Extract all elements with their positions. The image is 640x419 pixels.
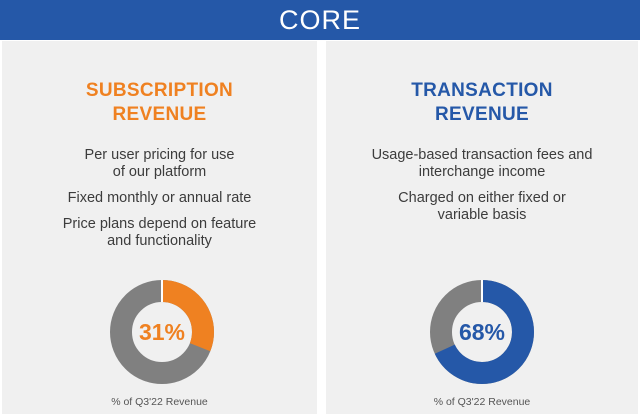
transaction-bullet: Usage-based transaction fees and interch… <box>371 147 593 180</box>
subscription-title-line2: REVENUE <box>112 104 207 125</box>
subscription-revenue-title: SUBSCRIPTION REVENUE <box>2 79 317 127</box>
transaction-caption: % of Q3'22 Revenue <box>433 396 531 408</box>
subscription-bullet: Fixed monthly or annual rate <box>67 190 252 206</box>
subscription-caption: % of Q3'22 Revenue <box>111 396 208 408</box>
subscription-bullets: Per user pricing for use of our platform… <box>2 147 317 259</box>
subscription-donut-svg <box>110 280 214 384</box>
transaction-revenue-panel: TRANSACTION REVENUE Usage-based transact… <box>326 41 638 414</box>
core-header: CORE <box>0 0 640 40</box>
transaction-revenue-title: TRANSACTION REVENUE <box>326 79 638 127</box>
subscription-percent-label: 31% <box>138 318 186 345</box>
transaction-donut-chart: 68% <box>429 279 535 385</box>
subscription-bullet: Price plans depend on feature and functi… <box>62 216 257 249</box>
subscription-title-line1: SUBSCRIPTION <box>85 80 234 101</box>
transaction-title-line1: TRANSACTION <box>411 80 553 101</box>
transaction-title-line2: REVENUE <box>435 104 529 125</box>
subscription-bullet: Per user pricing for use of our platform <box>84 147 235 180</box>
subscription-donut-chart: 31% <box>109 279 215 385</box>
core-title: CORE <box>278 4 361 35</box>
transaction-percent-label: 68% <box>458 318 506 345</box>
transaction-donut-svg <box>430 280 534 384</box>
transaction-bullets: Usage-based transaction fees and interch… <box>326 147 638 233</box>
subscription-revenue-panel: SUBSCRIPTION REVENUE Per user pricing fo… <box>2 41 317 414</box>
transaction-bullet: Charged on either fixed or variable basi… <box>398 190 566 223</box>
